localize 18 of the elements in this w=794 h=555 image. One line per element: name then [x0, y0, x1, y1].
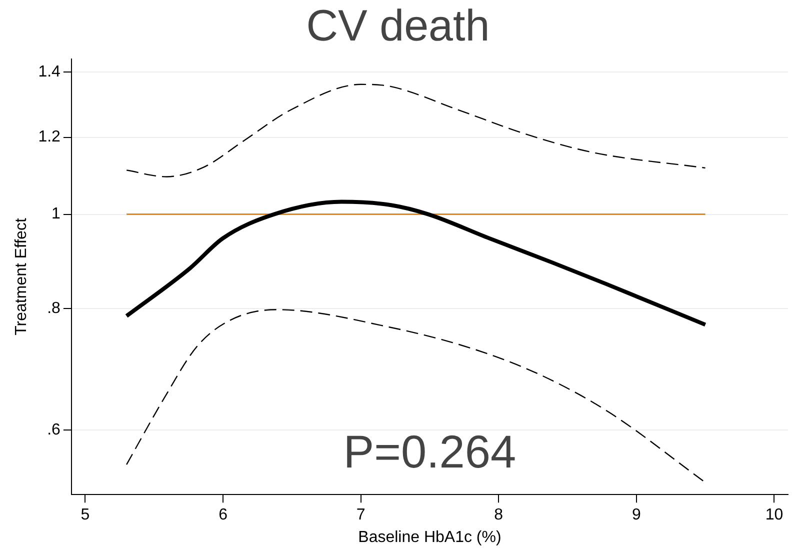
y-tick-label: 1.2 — [38, 128, 61, 146]
annotation: P=0.264 — [343, 425, 516, 478]
y-tick-label: 1.4 — [38, 64, 61, 81]
y-tick-label: .6 — [47, 421, 61, 438]
y-tick-label: .8 — [47, 300, 61, 317]
y-tick-label: 1 — [52, 206, 61, 223]
x-tick-label: 10 — [765, 506, 784, 524]
y-axis-title: Treatment Effect — [13, 217, 30, 336]
x-tick-label: 6 — [218, 506, 228, 524]
line-series — [126, 309, 706, 484]
x-axis-title: Baseline HbA1c (%) — [358, 528, 502, 546]
x-tick-label: 5 — [80, 506, 90, 524]
line-series — [124, 200, 708, 327]
x-tick-label: 8 — [494, 506, 504, 524]
line-series — [126, 84, 706, 178]
x-tick-label: 9 — [632, 506, 641, 524]
x-tick-label: 7 — [356, 506, 366, 524]
chart-title: CV death — [306, 2, 490, 51]
